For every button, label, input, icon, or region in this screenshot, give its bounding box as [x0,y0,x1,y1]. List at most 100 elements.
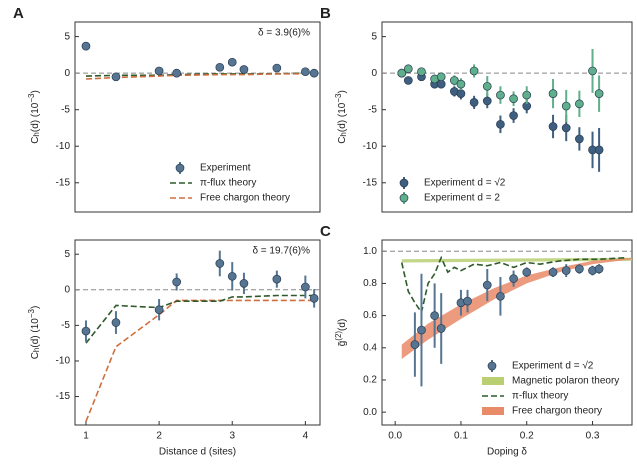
plot-frame [381,239,633,426]
x-tick-label: 2 [156,431,162,442]
x-tick-label: 1 [83,431,89,442]
y-axis-label-part: −3 [334,93,343,103]
data-point [548,122,558,131]
y-tick-label: 0 [64,68,70,79]
y-axis-label: Ch(d) (10−3) [27,90,41,144]
y-tick-label: 5 [64,249,70,260]
y-tick-label: 0.2 [363,375,377,386]
y-tick-label: 0.0 [363,407,377,418]
data-point [436,72,446,82]
data-point [561,101,571,111]
data-point [509,94,518,104]
data-point [111,318,121,327]
data-point [496,90,505,100]
y-axis-label: Ch(d) (10−3) [334,90,348,144]
data-point [239,279,249,288]
data-point [397,68,407,78]
x-tick-label: 4 [303,431,309,442]
y-axis-label-part: C [30,352,41,359]
data-point [482,81,492,91]
plot-area [81,41,319,82]
data-point [403,76,413,85]
y-axis-label-part: g̃ [337,341,348,347]
y-axis-label-part: (d) (10 [30,318,41,348]
data-point [172,68,182,78]
data-point [301,282,310,292]
legend-swatch [482,377,504,385]
data-point [548,267,558,277]
legend-label: π-flux theory [200,178,256,189]
data-point [594,264,604,274]
plot-area [81,250,319,422]
data-point [154,305,164,315]
data-point [227,57,237,67]
y-axis-label-part: C [337,137,348,144]
y-tick-label: -5 [368,104,377,115]
y-axis-label-part: ) [30,306,41,309]
data-point [594,89,604,98]
data-point [575,264,584,274]
data-point [469,98,479,107]
legend-swatch [399,193,409,203]
data-point [561,266,571,275]
x-tick-label: 0.1 [454,431,468,442]
data-point [463,296,472,306]
data-point [575,134,584,144]
x-axis-label: Distance d (sites) [159,447,236,458]
y-axis-label-part: ) [337,90,348,93]
data-point [522,90,532,100]
plot-frame [381,21,633,213]
theory-line [400,255,626,315]
data-point [215,259,225,268]
data-point [154,66,164,76]
y-tick-label: 5 [64,31,70,42]
y-tick-label: -15 [56,391,71,402]
y-tick-label: 0 [371,68,377,79]
legend-label: Free chargon theory [200,193,290,204]
data-point [81,326,91,336]
annotation: δ = 3.9(6)% [258,28,310,39]
data-point [594,145,604,155]
y-axis-label-part: h [32,348,41,352]
x-tick-label: 0.0 [388,431,402,442]
legend-swatch [487,361,497,371]
y-tick-label: 0.8 [363,278,377,289]
data-point [469,66,479,76]
data-point [509,111,518,120]
data-point [522,267,532,277]
legend-label: Free chargon theory [512,406,602,417]
data-point [410,340,420,349]
data-point [81,41,91,51]
plot-frame [74,21,321,213]
y-axis-label: Ch(d) (10−3) [27,306,41,360]
y-tick-label: -10 [363,141,378,152]
data-point [575,99,584,109]
y-tick-label: -10 [56,356,71,367]
plot-frame [74,239,321,426]
legend-swatch [482,407,504,415]
y-tick-label: -15 [56,177,71,188]
data-point [172,277,182,287]
legend-label: Experiment d = 2 [424,193,500,204]
data-point [482,96,492,106]
annotation: δ = 19.7(6)% [252,246,310,257]
y-axis-label-part: −3 [27,93,36,103]
data-point [456,89,466,98]
data-point [588,66,597,76]
legend-swatch [399,178,409,188]
y-axis-label-part: (d) (10 [30,102,41,132]
x-tick-label: 0.2 [520,431,534,442]
data-point [227,271,237,281]
data-point [496,119,505,129]
data-point [309,293,319,303]
x-tick-label: 0.3 [586,431,600,442]
data-point [215,62,225,72]
data-point [417,67,426,77]
theory-line [85,73,315,80]
y-tick-label: 5 [371,31,377,42]
y-tick-label: -5 [61,104,70,115]
data-point [417,325,426,335]
panel-label: A [13,5,24,22]
y-tick-label: 0.4 [363,342,377,353]
y-tick-label: 0.6 [363,310,377,321]
